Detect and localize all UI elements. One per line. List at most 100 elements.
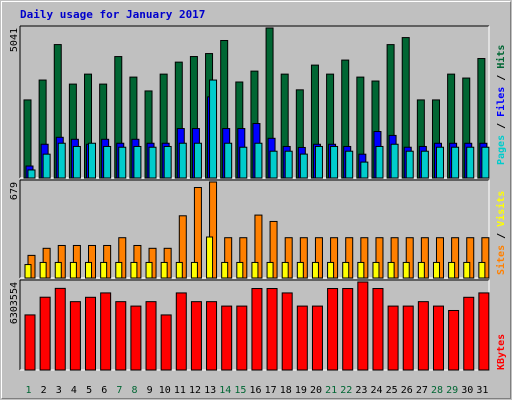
pages-bar (27, 169, 36, 179)
kbytes-bar (342, 288, 354, 371)
x-tick-label: 10 (159, 385, 171, 396)
visits-bar (206, 236, 214, 279)
pages-bar (133, 145, 142, 179)
x-tick-label: 29 (446, 385, 458, 396)
pages-bar (209, 79, 218, 179)
x-tick-label: 20 (310, 385, 322, 396)
visits-bar (145, 261, 153, 279)
x-tick-label: 28 (431, 385, 443, 396)
visits-bar (54, 261, 62, 279)
visits-bar (357, 261, 365, 279)
x-tick-label: 11 (174, 385, 186, 396)
visits-bar (311, 261, 319, 279)
x-tick-label: 2 (41, 385, 47, 396)
chart-title: Daily usage for January 2017 (20, 8, 206, 21)
legend-entry: Pages (496, 135, 507, 165)
kbytes-bar (448, 309, 460, 371)
y-axis-max-label: 5041 (9, 28, 20, 52)
kbytes-bar (417, 301, 429, 371)
x-tick-label: 7 (116, 385, 122, 396)
kbytes-bar (69, 301, 81, 371)
x-tick-label: 21 (325, 385, 337, 396)
kbytes-bar (296, 305, 308, 371)
pages-bar (284, 150, 293, 179)
legend-kbytes: KBytes (496, 334, 507, 370)
pages-bar (330, 145, 339, 179)
x-tick-label: 25 (386, 385, 398, 396)
pages-bar (103, 145, 112, 179)
kbytes-bar (115, 301, 127, 371)
pages-bar (88, 142, 97, 179)
pages-bar (224, 142, 233, 179)
kbytes-bar (85, 296, 97, 371)
visits-bar (175, 261, 183, 279)
x-tick-label: 5 (86, 385, 92, 396)
y-axis-max-label: 679 (9, 182, 20, 200)
kbytes-bar (372, 288, 384, 371)
pages-bar (57, 142, 66, 179)
kbytes-bar (478, 292, 490, 371)
pages-bar (466, 146, 475, 179)
kbytes-bar (266, 288, 278, 371)
visits-bar (251, 261, 259, 279)
legend-sites-visits: Sites / Visits (495, 191, 507, 275)
visits-bar (190, 261, 198, 279)
kbytes-bar (39, 296, 51, 371)
pages-bar (239, 146, 248, 179)
visits-bar (281, 261, 289, 279)
visits-bar (24, 264, 32, 279)
visits-bar (372, 261, 380, 279)
x-tick-label: 9 (147, 385, 153, 396)
visits-bar (160, 261, 168, 279)
visits-bar (85, 261, 93, 279)
visits-bar (342, 261, 350, 279)
pages-bar (178, 142, 187, 179)
legend-separator: / (496, 227, 507, 245)
kbytes-bar (24, 314, 36, 371)
visits-bar (463, 261, 471, 279)
x-tick-label: 27 (416, 385, 428, 396)
x-tick-label: 12 (189, 385, 201, 396)
x-tick-label: 4 (71, 385, 77, 396)
kbytes-bar (251, 288, 263, 371)
kbytes-bar (100, 292, 112, 371)
pages-bar (451, 146, 460, 179)
visits-bar (221, 261, 229, 279)
kbytes-bar (311, 305, 323, 371)
kbytes-bar (281, 292, 293, 371)
x-tick-label: 23 (355, 385, 367, 396)
pages-bar (360, 161, 369, 179)
visits-bar (478, 261, 486, 279)
pages-bar (299, 153, 308, 179)
legend-separator: / (496, 69, 507, 87)
visits-bar (402, 261, 410, 279)
pages-bar (148, 146, 157, 179)
kbytes-bar (221, 305, 233, 371)
pages-bar (193, 142, 202, 179)
legend-entry: Sites (495, 245, 507, 275)
legend-entry: KBytes (496, 334, 507, 370)
kbytes-bar (206, 301, 218, 371)
kbytes-bar (54, 287, 66, 371)
x-tick-label: 26 (401, 385, 413, 396)
kbytes-bar (236, 305, 248, 371)
visits-bar (296, 261, 304, 279)
visits-bar (266, 261, 274, 279)
pages-bar (254, 142, 263, 179)
legend-entry: Visits (495, 191, 507, 227)
pages-bar (435, 146, 444, 179)
pages-bar (420, 150, 429, 179)
visits-bar (448, 261, 456, 279)
pages-bar (390, 143, 399, 179)
kbytes-bar (175, 292, 187, 371)
x-tick-label: 22 (340, 385, 352, 396)
visits-bar (417, 261, 425, 279)
legend-entry: Files (495, 87, 507, 117)
pages-bar (345, 150, 354, 179)
kbytes-bar (145, 301, 157, 371)
pages-bar (314, 145, 323, 179)
pages-bar (163, 145, 172, 179)
legend-separator: / (496, 117, 507, 135)
